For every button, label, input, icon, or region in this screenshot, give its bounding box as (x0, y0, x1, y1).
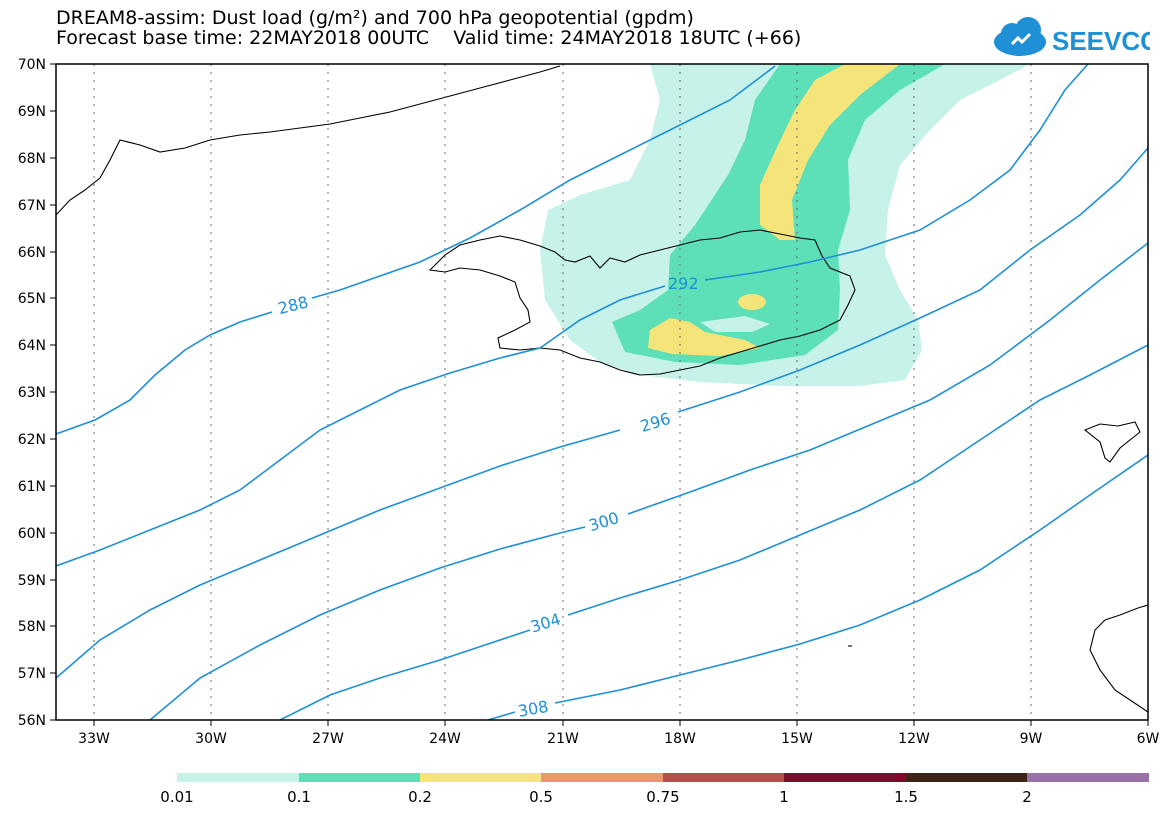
colorbar-label: 0.5 (529, 788, 553, 806)
lon-label: 9W (1020, 731, 1043, 747)
colorbar-swatch (1027, 773, 1149, 782)
colorbar-swatch (541, 773, 663, 782)
lon-label: 33W (78, 731, 110, 747)
map-subtitle: Forecast base time: 22MAY2018 00UTC Vali… (56, 27, 802, 49)
contour-288 (56, 65, 776, 435)
contour-label-296: 296 (638, 409, 673, 436)
colorbar-label: 2 (1022, 788, 1032, 806)
contour-296 (56, 147, 1148, 679)
longitude-labels: 33W 30W 27W 24W 21W 18W 15W 12W 9W 6W (78, 731, 1159, 747)
colorbar-swatch (299, 773, 420, 782)
geopotential-contours (56, 64, 1148, 720)
colorbar-label: 0.1 (287, 788, 311, 806)
colorbar-label: 0.75 (646, 788, 679, 806)
lat-label: 61N (18, 479, 46, 495)
lat-label: 70N (18, 57, 46, 73)
lon-label: 24W (429, 731, 461, 747)
lat-label: 66N (18, 245, 46, 261)
contour-label-288: 288 (276, 292, 310, 318)
colorbar-label: 0.2 (408, 788, 432, 806)
lat-label: 65N (18, 291, 46, 307)
lat-label: 62N (18, 432, 46, 448)
lat-label: 60N (18, 526, 46, 542)
lat-label: 58N (18, 619, 46, 635)
lon-label: 12W (898, 731, 930, 747)
colorbar-label: 1 (779, 788, 789, 806)
lon-label: 18W (664, 731, 696, 747)
map-frame (55, 63, 1149, 721)
lat-label: 68N (18, 151, 46, 167)
colorbar-swatch (663, 773, 784, 782)
colorbar-swatch (177, 773, 299, 782)
lon-label: 6W (1137, 731, 1160, 747)
coastline (56, 65, 1148, 713)
dust-area-0.01-hole (700, 316, 770, 332)
contour-304 (279, 344, 1148, 720)
lon-label: 15W (781, 731, 813, 747)
lat-label: 64N (18, 338, 46, 354)
dust-area-0.2-center (738, 294, 766, 310)
lat-label: 59N (18, 573, 46, 589)
lat-label: 56N (18, 713, 46, 729)
dust-area-0.2 (760, 64, 900, 240)
colorbar-label: 0.01 (160, 788, 193, 806)
cloud-icon (994, 17, 1046, 56)
logo-text: SEEVCCC (1052, 26, 1150, 56)
graticule (93, 64, 1032, 720)
lat-label: 69N (18, 104, 46, 120)
colorbar-swatch (784, 773, 906, 782)
contour-label-304: 304 (528, 609, 563, 636)
contour-300 (149, 242, 1148, 720)
contour-labels: 288 292 296 300 304 308 (276, 274, 699, 721)
lat-label: 57N (18, 666, 46, 682)
map-title: DREAM8-assim: Dust load (g/m²) and 700 h… (56, 7, 694, 29)
lon-label: 21W (547, 731, 579, 747)
contour-label-308: 308 (517, 697, 550, 721)
dust-area-0.2-south (648, 318, 760, 356)
colorbar-swatch (420, 773, 541, 782)
contour-label-292: 292 (668, 274, 699, 293)
lon-label: 30W (195, 731, 227, 747)
colorbar-label: 1.5 (894, 788, 918, 806)
lat-label: 67N (18, 198, 46, 214)
contour-308 (487, 454, 1148, 720)
lat-label: 63N (18, 385, 46, 401)
colorbar-swatch (906, 773, 1027, 782)
latitude-labels: 70N 69N 68N 67N 66N 65N 64N 63N 62N 61N … (18, 57, 46, 729)
contour-292 (56, 64, 1089, 567)
lon-label: 27W (312, 731, 344, 747)
colorbar: 0.01 0.1 0.2 0.5 0.75 1 1.5 2 (160, 773, 1149, 806)
contour-label-300: 300 (586, 508, 621, 535)
axis-ticks (50, 63, 1149, 726)
seevccc-logo: SEEVCCC (994, 17, 1150, 56)
